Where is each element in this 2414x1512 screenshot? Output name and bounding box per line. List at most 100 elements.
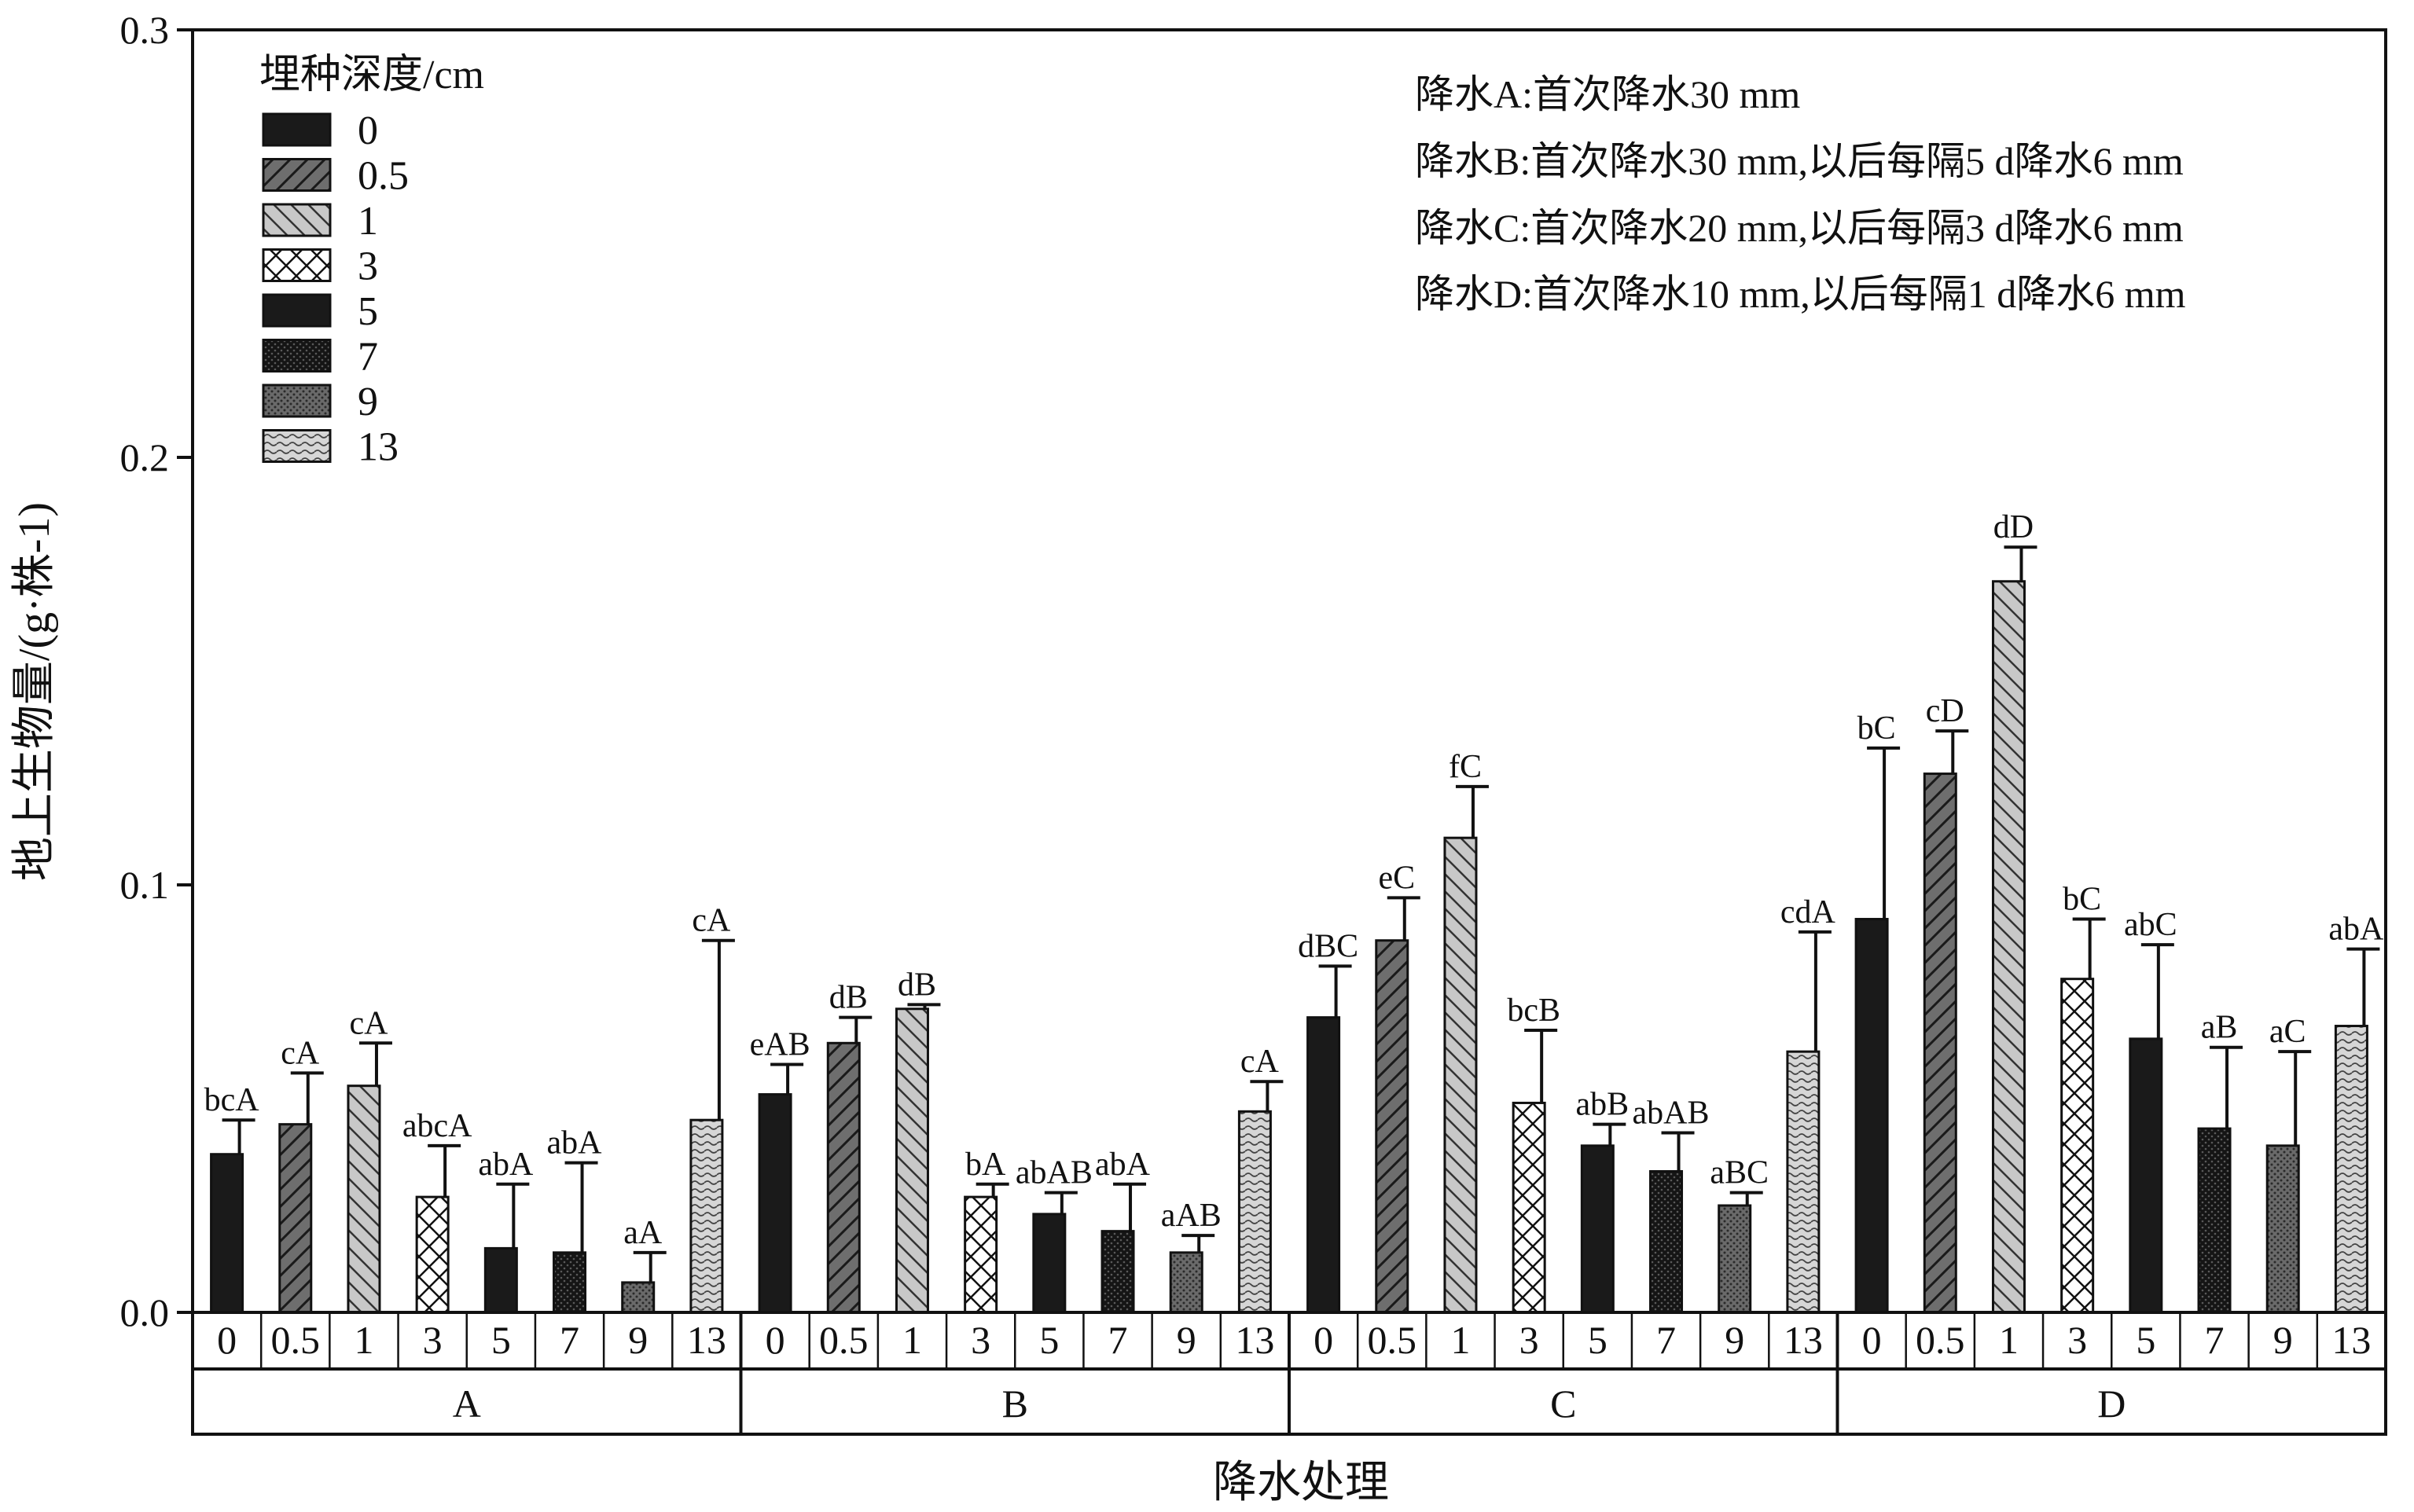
note-line: 降水D:首次降水10 mm,以后每隔1 d降水6 mm xyxy=(1415,272,2186,316)
x-depth-label: 13 xyxy=(1235,1318,1274,1362)
x-depth-label: 0.5 xyxy=(271,1318,321,1362)
legend-swatch xyxy=(262,384,332,418)
legend-label: 0.5 xyxy=(358,154,409,199)
bar xyxy=(1786,1050,1821,1314)
significance-label: cdA xyxy=(1780,894,1836,930)
note-line: 降水C:首次降水20 mm,以后每隔3 d降水6 mm xyxy=(1415,206,2184,250)
legend-swatch xyxy=(262,203,332,237)
y-axis-title: 地上生物量/(g·株-1) xyxy=(10,502,59,881)
x-depth-label: 3 xyxy=(2067,1318,2087,1362)
error-bars xyxy=(222,545,2380,1283)
significance-label: aC xyxy=(2269,1014,2306,1050)
x-depth-label: 1 xyxy=(1450,1318,1470,1362)
bar xyxy=(1375,939,1409,1314)
significance-label: bA xyxy=(965,1147,1006,1183)
x-depth-label: 0 xyxy=(1862,1318,1882,1362)
x-depth-label: 13 xyxy=(687,1318,726,1362)
bar xyxy=(2334,1025,2368,1314)
x-depth-label: 5 xyxy=(2136,1318,2155,1362)
significance-label: abAB xyxy=(1633,1095,1710,1132)
bars xyxy=(210,580,2368,1314)
bar xyxy=(2060,978,2095,1314)
significance-label: aAB xyxy=(1161,1198,1222,1234)
significance-label: abAB xyxy=(1016,1155,1093,1191)
x-depth-label: 0 xyxy=(1314,1318,1333,1362)
bar xyxy=(1991,580,2026,1314)
bar xyxy=(1649,1169,1684,1314)
significance-label: abA xyxy=(547,1125,603,1162)
x-group-label: D xyxy=(2097,1382,2126,1426)
significance-label: bcB xyxy=(1507,993,1560,1029)
legend-label: 1 xyxy=(358,199,378,244)
bar xyxy=(1169,1251,1203,1314)
x-depth-label: 1 xyxy=(902,1318,922,1362)
bar xyxy=(553,1251,587,1314)
x-depth-label: 0 xyxy=(766,1318,785,1362)
note-line: 降水A:首次降水30 mm xyxy=(1415,72,1800,116)
x-depth-label: 7 xyxy=(1656,1318,1676,1362)
y-axis: 0.0 0.1 0.2 0.3 xyxy=(120,8,193,1334)
legend-title: 埋种深度/cm xyxy=(259,53,484,97)
bar xyxy=(895,1007,929,1314)
x-depth-label: 7 xyxy=(2205,1318,2225,1362)
bar xyxy=(689,1118,724,1314)
significance-label: abA xyxy=(2328,912,2384,948)
legend-swatch xyxy=(262,429,332,463)
significance-label: cD xyxy=(1926,693,1964,729)
bar xyxy=(2197,1127,2232,1314)
significance-label: bC xyxy=(1857,710,1896,747)
x-depth-label: 0.5 xyxy=(1368,1318,1417,1362)
x-depth-label: 7 xyxy=(1108,1318,1128,1362)
x-group-label: B xyxy=(1002,1382,1028,1426)
x-depth-label: 9 xyxy=(1725,1318,1744,1362)
bar xyxy=(210,1153,244,1314)
precipitation-notes: 降水A:首次降水30 mm 降水B:首次降水30 mm,以后每隔5 d降水6 m… xyxy=(1415,72,2186,316)
legend-swatch xyxy=(262,293,332,328)
x-depth-label: 5 xyxy=(1588,1318,1607,1362)
bar xyxy=(621,1281,656,1314)
x-depth-label: 5 xyxy=(491,1318,511,1362)
bar xyxy=(1306,1016,1341,1314)
x-depth-label: 1 xyxy=(354,1318,373,1362)
y-tick-label: 0.3 xyxy=(120,8,170,52)
legend-swatch xyxy=(262,339,332,372)
legend-label: 3 xyxy=(358,244,378,289)
significance-label: aA xyxy=(623,1215,663,1251)
x-depth-label: 0.5 xyxy=(1916,1318,1965,1362)
significance-label: abcA xyxy=(402,1108,472,1144)
significance-label: dB xyxy=(829,980,868,1016)
bar xyxy=(347,1084,381,1314)
significance-label: eC xyxy=(1378,860,1415,896)
significance-label: abB xyxy=(1576,1087,1630,1123)
x-depth-label: 5 xyxy=(1039,1318,1059,1362)
bar xyxy=(1854,918,1889,1314)
significance-label: cA xyxy=(692,903,731,939)
bar xyxy=(278,1123,313,1314)
y-tick-label: 0.0 xyxy=(120,1290,170,1334)
legend-label: 0 xyxy=(358,108,378,153)
x-group-label: C xyxy=(1550,1382,1576,1426)
significance-label: fC xyxy=(1449,749,1482,785)
bar xyxy=(2129,1037,2163,1314)
significance-label: cA xyxy=(281,1035,320,1071)
bar xyxy=(1923,773,1957,1314)
legend-swatch xyxy=(262,112,332,147)
significance-label: cA xyxy=(1240,1044,1280,1080)
bar xyxy=(415,1195,450,1314)
x-depth-label: 13 xyxy=(2331,1318,2371,1362)
bar xyxy=(1032,1213,1067,1314)
significance-label: abA xyxy=(478,1147,534,1183)
significance-label: cA xyxy=(349,1005,388,1041)
legend-label: 7 xyxy=(358,335,378,380)
note-line: 降水B:首次降水30 mm,以后每隔5 d降水6 mm xyxy=(1415,139,2184,183)
bar xyxy=(964,1195,998,1314)
bar xyxy=(758,1093,792,1314)
bar xyxy=(1718,1204,1752,1314)
significance-label: dB xyxy=(898,967,936,1003)
bar xyxy=(826,1041,861,1314)
bar xyxy=(1512,1101,1546,1314)
significance-label: bcA xyxy=(204,1082,260,1118)
